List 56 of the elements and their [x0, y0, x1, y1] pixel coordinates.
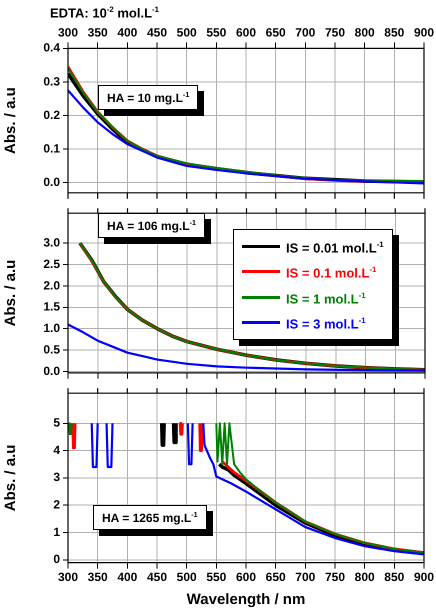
x-tick-label: 350 — [88, 26, 108, 40]
y-tick-label: 4 — [53, 442, 60, 457]
x-tick-label: 450 — [146, 570, 168, 584]
y-axis-title: Abs. / a.u — [2, 87, 20, 154]
x-tick-label: 750 — [324, 26, 346, 40]
annotation: HA = 106 mg.L$^{-1}$ — [98, 213, 205, 238]
legend-label: IS = 1 mol.L$^{-1}$ — [286, 290, 366, 308]
x-tick-label: 850 — [384, 570, 405, 584]
x-tick-label: 800 — [354, 26, 375, 40]
x-tick-label: 600 — [236, 570, 256, 584]
y-tick-label: 1 — [53, 524, 60, 539]
y-tick-label: 0.0 — [43, 364, 60, 378]
y-tick-label: 2 — [53, 498, 60, 512]
y-tick-label: 0.5 — [43, 342, 60, 356]
x-tick-label: 550 — [206, 570, 227, 584]
x-tick-label: 350 — [88, 570, 108, 584]
y-tick-label: 5 — [53, 416, 60, 430]
y-tick-label: 0.1 — [43, 141, 60, 156]
y-axis-title: Abs. / a.u — [2, 444, 20, 512]
x-tick-label: 850 — [384, 26, 405, 40]
x-tick-label: 600 — [236, 26, 256, 40]
legend-label: IS = 3 mol.L$^{-1}$ — [286, 314, 366, 334]
x-tick-label: 400 — [117, 26, 138, 40]
x-tick-label: 750 — [324, 570, 346, 584]
y-tick-label: 3.0 — [43, 235, 60, 250]
y-tick-label: 1.5 — [43, 300, 60, 314]
x-tick-label: 700 — [295, 26, 316, 40]
y-tick-label: 2.5 — [43, 256, 60, 271]
chart-title: EDTA: 10$^{-2}$ mol.L$^{-1}$ — [50, 5, 159, 20]
x-tick-label: 700 — [295, 570, 316, 584]
y-tick-label: 2.0 — [43, 278, 60, 292]
y-tick-label: 0.2 — [43, 108, 60, 122]
x-tick-label: 650 — [266, 26, 286, 40]
x-tick-label: 300 — [58, 26, 78, 40]
x-tick-label: 900 — [414, 26, 434, 40]
x-tick-label: 800 — [354, 570, 375, 584]
y-tick-label: 0 — [53, 552, 60, 566]
annotation: HA = 1265 mg.L$^{-1}$ — [93, 505, 207, 530]
y-tick-label: 0.3 — [43, 74, 60, 88]
x-tick-label: 550 — [206, 26, 227, 40]
x-tick-label: 500 — [176, 570, 197, 584]
x-tick-label: 400 — [117, 570, 138, 584]
y-axis-title: Abs. / a.u — [2, 260, 20, 326]
annotation: HA = 10 mg.L$^{-1}$ — [98, 85, 198, 110]
x-tick-label: 500 — [176, 26, 197, 40]
y-tick-label: 0.4 — [43, 40, 60, 55]
y-tick-label: 0.0 — [43, 175, 60, 190]
x-tick-label: 650 — [266, 570, 286, 584]
x-tick-label: 300 — [58, 570, 78, 584]
x-tick-label: 450 — [146, 26, 168, 40]
x-tick-label: 900 — [414, 570, 434, 584]
y-tick-label: 1.0 — [43, 321, 60, 336]
y-tick-label: 3 — [53, 470, 60, 484]
x-axis-title: Wavelength / nm — [186, 591, 306, 608]
legend-label: IS = 0.1 mol.L$^{-1}$ — [286, 264, 376, 283]
legend-label: IS = 0.01 mol.L$^{-1}$ — [286, 239, 384, 258]
